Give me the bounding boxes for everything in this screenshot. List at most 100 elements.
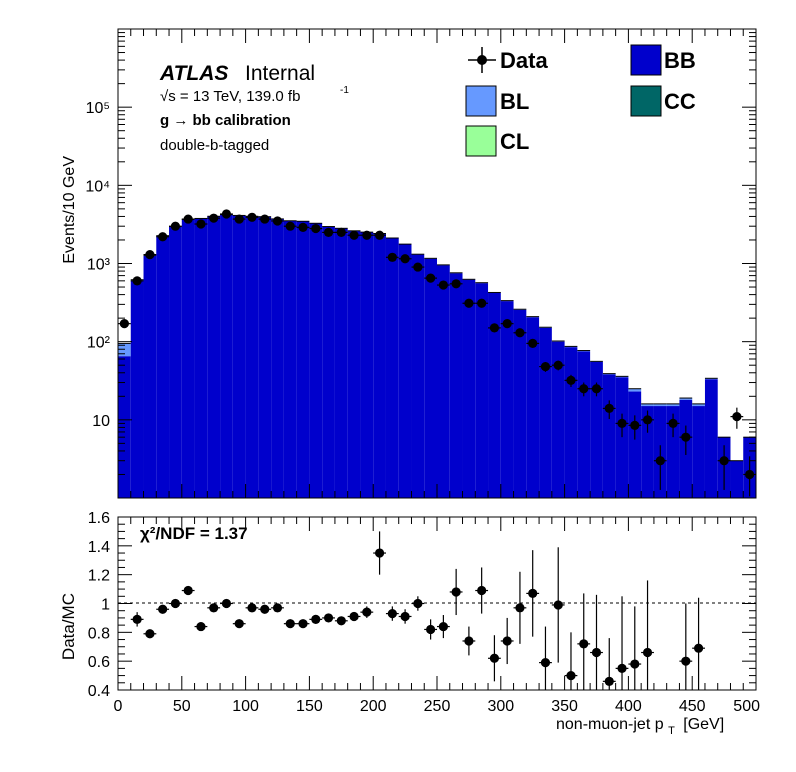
data-point [642,415,653,425]
ratio-point [145,629,155,639]
histogram-bar-bb [385,238,399,499]
main-y-axis-label: Events/10 GeV [61,156,78,264]
ratio-point [349,611,359,622]
histogram-bar-bb [271,219,284,498]
histogram-bar-bb [513,309,527,498]
data-point [272,216,283,226]
data-point [553,360,563,370]
histogram-bar-bb [602,374,616,498]
histogram-bar-bb [641,406,654,498]
ratio-point [489,653,500,663]
data-point [591,384,602,394]
histogram-bar-bb [360,232,374,499]
histogram-bar-bb [590,361,603,498]
histogram-bar-bb [462,279,476,498]
data-point [145,249,155,260]
ratio-point [285,619,295,629]
ratio-data-points [130,531,705,690]
energy-lumi-label: √s = 13 TeV, 139.0 fb [160,88,300,105]
ratio-point [336,616,346,626]
histogram-bar-bl [628,388,642,392]
ratio-point [451,587,461,597]
data-point [234,214,244,224]
ratio-y-tick-label: 0.4 [88,683,110,700]
data-point [426,273,436,283]
data-point [528,338,538,349]
x-axis-label-unit: [GeV] [683,716,724,733]
ratio-point [311,614,321,624]
data-point [604,403,614,414]
histogram-bar-bl [679,398,693,400]
data-point [668,418,678,429]
main-data-points [117,209,757,497]
ratio-axes: 0.4 0.6 0.8 1 1.2 1.4 1.6 0 50 100 150 200 250 300 350… [88,510,760,715]
ratio-point [132,614,142,624]
histogram-bar-bb [437,265,450,498]
histogram-bar-bb [258,216,272,498]
legend-label-cc: CC [664,89,696,114]
histogram-bar-bb [488,292,501,498]
ratio-point [477,585,487,596]
legend-label-cl: CL [500,129,529,154]
ratio-point [158,604,168,614]
ratio-point [272,603,283,613]
legend-item-bb: BB [630,44,696,76]
data-point [209,213,219,223]
ratio-point [464,636,474,646]
data-point [285,221,295,231]
histogram-bar-bb [181,219,195,499]
data-point [540,361,551,372]
data-point [451,279,461,289]
x-tick-label: 400 [615,698,642,715]
ratio-point [528,588,538,599]
histogram-bar-bb [334,228,348,498]
energy-lumi-exponent: -1 [340,85,349,96]
data-point [170,221,181,231]
atlas-label: ATLAS [159,62,228,85]
ratio-point [502,636,512,646]
ratio-point [170,598,181,609]
histogram-bar-bb [551,341,565,498]
ratio-y-tick-label: 1.2 [88,568,110,585]
histogram-bar-bb [347,231,361,498]
ratio-y-axis-label: Data/MC [59,593,78,660]
data-point [221,209,232,219]
data-point [630,420,640,430]
histogram-bar-bb [169,226,182,498]
histogram-bar-bl [641,403,654,407]
data-point [719,456,729,466]
ratio-point [260,604,270,614]
y-tick-label: 10⁵ [86,100,110,117]
data-point [336,227,346,237]
histogram-bar-bb [194,218,208,498]
histogram-bar-bb [666,406,680,498]
ratio-point [400,611,410,622]
histogram-bar-bb [704,379,718,498]
legend-swatch-bl [465,85,497,117]
data-point [566,375,576,385]
histogram-bar-bb [309,223,323,498]
ratio-point [438,621,448,632]
ratio-point [566,670,576,681]
histogram-bar-bb [577,351,591,498]
x-tick-label: 200 [360,698,387,715]
ratio-point [553,600,563,610]
x-tick-label: 100 [232,698,259,715]
y-tick-label: 10⁴ [85,178,110,195]
histogram-bar-bb [475,283,489,498]
ratio-y-tick-label: 0.8 [88,625,110,642]
data-point [247,212,257,222]
data-point [349,230,359,240]
x-tick-label: 300 [487,698,514,715]
legend-swatch-cl [465,125,497,157]
histogram-bar-bb [283,220,297,498]
data-point [464,298,474,308]
legend-label-data: Data [500,48,548,73]
data-point [387,252,397,262]
ratio-point [323,613,334,623]
ratio-point [221,598,232,609]
ratio-point [426,624,436,635]
histogram-bar-bl [692,403,705,407]
x-axis-label: non-muon-jet p T [GeV] [556,716,724,738]
histogram-bar-bb [730,460,744,498]
